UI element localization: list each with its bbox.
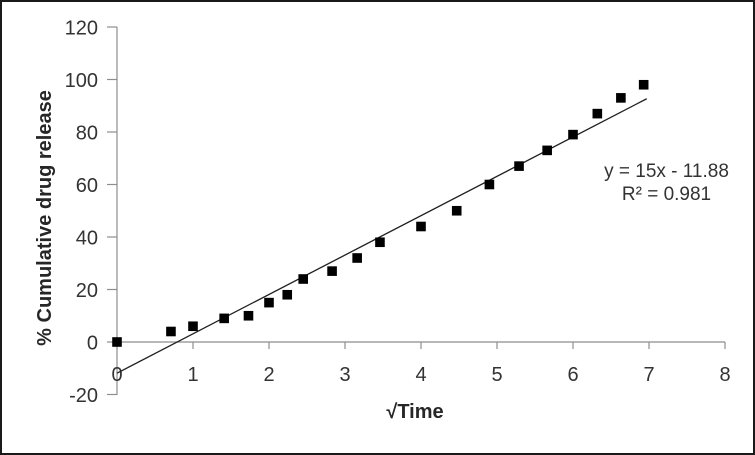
data-point — [542, 145, 552, 156]
data-point — [282, 289, 293, 300]
x-tick-label: 4 — [415, 364, 426, 386]
data-point — [451, 205, 462, 216]
data-point — [616, 93, 626, 103]
data-points — [112, 79, 649, 347]
x-tick-label: 0 — [111, 364, 122, 386]
x-tick-label: 7 — [643, 364, 654, 386]
y-tick-label: 60 — [76, 175, 98, 197]
y-tick-label: 40 — [76, 228, 98, 250]
data-point — [243, 310, 254, 321]
trendline-label: y = 15x - 11.88 R² = 0.981 — [584, 160, 749, 206]
data-point — [264, 297, 274, 308]
data-point — [484, 179, 495, 190]
data-point — [188, 321, 198, 332]
trendline-equation: y = 15x - 11.88 — [604, 161, 729, 182]
data-point — [416, 221, 426, 232]
data-point — [166, 326, 176, 337]
data-point — [219, 313, 229, 324]
y-tick-label: 100 — [65, 70, 98, 92]
x-tick-label: 5 — [491, 364, 502, 386]
x-tick-label: 1 — [187, 364, 198, 386]
y-tick-label: 20 — [76, 280, 98, 302]
data-point — [638, 79, 649, 90]
data-point — [352, 253, 362, 263]
x-tick-label: 8 — [719, 364, 730, 386]
data-point — [327, 266, 337, 276]
y-tick-label: 120 — [65, 18, 98, 40]
data-point — [568, 129, 578, 140]
trendline — [116, 98, 648, 374]
data-point — [112, 337, 122, 347]
axes: -20 0 20 40 60 80 100 120 0 1 2 3 4 5 6 7 8 — [65, 18, 731, 408]
x-tick-label: 6 — [567, 364, 578, 386]
data-point — [375, 237, 385, 248]
y-tick-label: -20 — [69, 385, 98, 407]
y-tick-label: 80 — [76, 123, 98, 145]
data-point — [592, 108, 603, 119]
trendline-r-squared: R² = 0.981 — [621, 184, 712, 205]
data-point — [514, 161, 524, 171]
x-tick-label: 2 — [263, 364, 274, 386]
y-tick-label: 0 — [87, 333, 98, 355]
x-tick-label: 3 — [339, 364, 350, 386]
data-point — [298, 274, 308, 284]
x-axis-title: √Time — [386, 401, 444, 423]
y-axis-title: % Cumulative drug release — [34, 90, 56, 346]
